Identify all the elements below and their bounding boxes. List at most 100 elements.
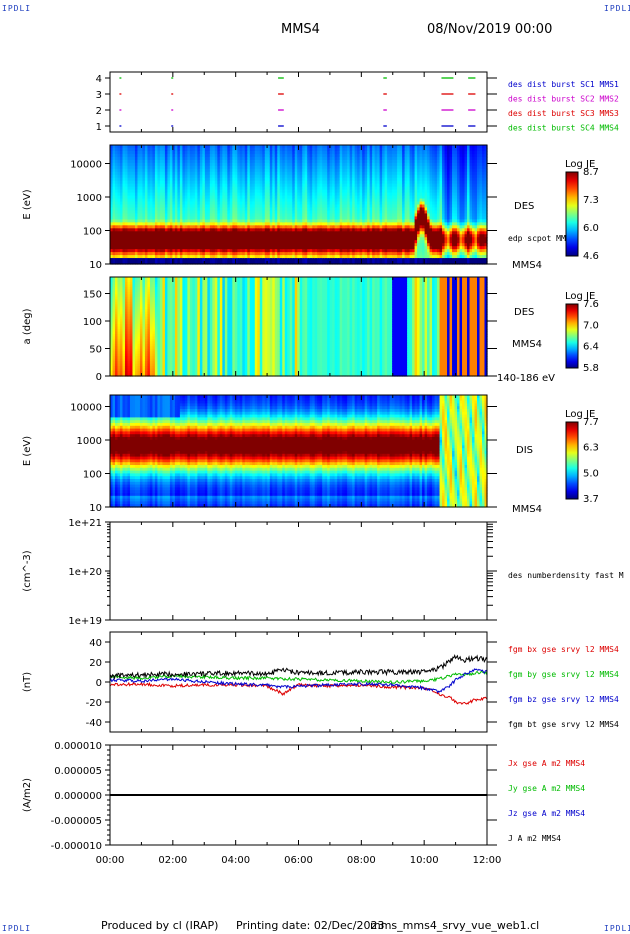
des-energy-pixel <box>147 255 151 259</box>
des-energy-pixel <box>162 210 166 215</box>
des-energy-pixel <box>169 216 174 220</box>
des-energy-pixel <box>127 189 131 194</box>
des-energy-pixel <box>124 195 129 200</box>
des-energy-pixel <box>144 255 149 259</box>
des-energy-pixel <box>117 156 121 161</box>
des-energy-pixel <box>144 210 149 215</box>
des-energy-pixel <box>177 180 181 185</box>
des-energy-pixel <box>179 192 184 197</box>
des-energy-pixel <box>157 180 161 185</box>
des-energy-pixel <box>139 162 144 167</box>
des-energy-pixel <box>114 159 119 164</box>
des-energy-pixel <box>114 189 119 194</box>
des-energy-pixel <box>159 150 164 155</box>
des-energy-pixel <box>114 207 119 212</box>
des-energy-pixel <box>127 252 131 256</box>
des-energy-pixel <box>114 219 119 223</box>
des-energy-pixel <box>147 213 151 217</box>
des-energy-pixel <box>159 225 164 229</box>
des-energy-pixel <box>114 156 119 161</box>
des-energy-pixel <box>114 183 119 188</box>
des-energy-pixel <box>114 222 119 226</box>
des-energy-pixel <box>177 204 181 209</box>
des-energy-pixel <box>139 243 144 247</box>
des-energy-pixel <box>117 219 121 223</box>
des-energy-pixel <box>137 177 141 182</box>
des-energy-pixel <box>167 171 171 176</box>
des-energy-pixel <box>152 240 156 244</box>
des-energy-pixel <box>132 234 136 238</box>
des-energy-pixel <box>157 168 161 173</box>
des-energy-pixel <box>137 231 141 235</box>
des-energy-pixel <box>127 216 131 220</box>
des-energy-pixel <box>114 258 119 262</box>
des-energy-pixel <box>112 145 116 149</box>
des-energy-pixel <box>162 165 166 170</box>
des-energy-pixel <box>117 222 121 226</box>
des-energy-pixel <box>172 237 176 241</box>
des-energy-pixel <box>152 174 156 179</box>
des-energy-pixel <box>157 234 161 238</box>
des-energy-pixel <box>139 231 144 235</box>
des-energy-pixel <box>117 210 121 215</box>
des-energy-pixel <box>132 228 136 232</box>
des-energy-pixel <box>110 189 114 194</box>
des-energy-pixel <box>127 204 131 209</box>
des-energy-pixel <box>179 195 184 200</box>
des-energy-pixel <box>114 150 119 155</box>
des-energy-pixel <box>114 213 119 217</box>
des-energy-pixel <box>152 222 156 226</box>
des-energy-pixel <box>177 213 181 217</box>
des-energy-pixel <box>157 192 161 197</box>
des-energy-pixel <box>174 147 179 152</box>
des-energy-pixel <box>157 198 161 203</box>
des-energy-pixel <box>152 177 156 182</box>
des-energy-pixel <box>149 150 154 155</box>
des-energy-pixel <box>172 186 176 191</box>
des-energy-pixel <box>114 204 119 209</box>
des-energy-pixel <box>129 183 134 188</box>
des-energy-pixel <box>149 189 154 194</box>
des-energy-pixel <box>169 186 174 191</box>
des-energy-pixel <box>110 213 114 217</box>
des-energy-pixel <box>172 183 176 188</box>
des-energy-pixel <box>129 204 134 209</box>
des-energy-pixel <box>139 150 144 155</box>
des-energy-pixel <box>137 201 141 206</box>
des-energy-pixel <box>172 201 176 206</box>
des-energy-pixel <box>134 207 139 212</box>
des-energy-pixel <box>114 174 119 179</box>
des-energy-pixel <box>169 255 174 259</box>
des-energy-pixel <box>162 156 166 161</box>
des-energy-pixel <box>147 171 151 176</box>
des-energy-pixel <box>124 168 129 173</box>
des-energy-pixel <box>147 177 151 182</box>
des-energy-pixel <box>147 192 151 197</box>
des-energy-pixel <box>142 162 146 167</box>
des-energy-pixel <box>134 219 139 223</box>
des-energy-pixel <box>152 192 156 197</box>
des-energy-pixel <box>142 189 146 194</box>
des-energy-pixel <box>134 183 139 188</box>
des-energy-pixel <box>177 234 181 238</box>
des-energy-pixel <box>124 237 129 241</box>
des-energy-pixel <box>134 231 139 235</box>
des-energy-pixel <box>110 165 114 170</box>
des-energy-pixel <box>152 219 156 223</box>
des-energy-pixel <box>117 174 121 179</box>
des-energy-pixel <box>167 228 171 232</box>
des-energy-pixel <box>152 150 156 155</box>
des-energy-pixel <box>110 219 114 223</box>
des-energy-pixel <box>127 246 131 250</box>
des-energy-pixel <box>122 234 126 238</box>
des-energy-pixel <box>172 246 176 250</box>
des-energy-pixel <box>129 231 134 235</box>
des-energy-pixel <box>129 252 134 256</box>
des-energy-pixel <box>144 177 149 182</box>
burst-ytick-label: 1 <box>96 122 102 133</box>
des-energy-pixel <box>164 213 169 217</box>
des-energy-pixel <box>124 225 129 229</box>
des-energy-pixel <box>127 255 131 259</box>
des-energy-pixel <box>174 150 179 155</box>
des-energy-pixel <box>134 243 139 247</box>
